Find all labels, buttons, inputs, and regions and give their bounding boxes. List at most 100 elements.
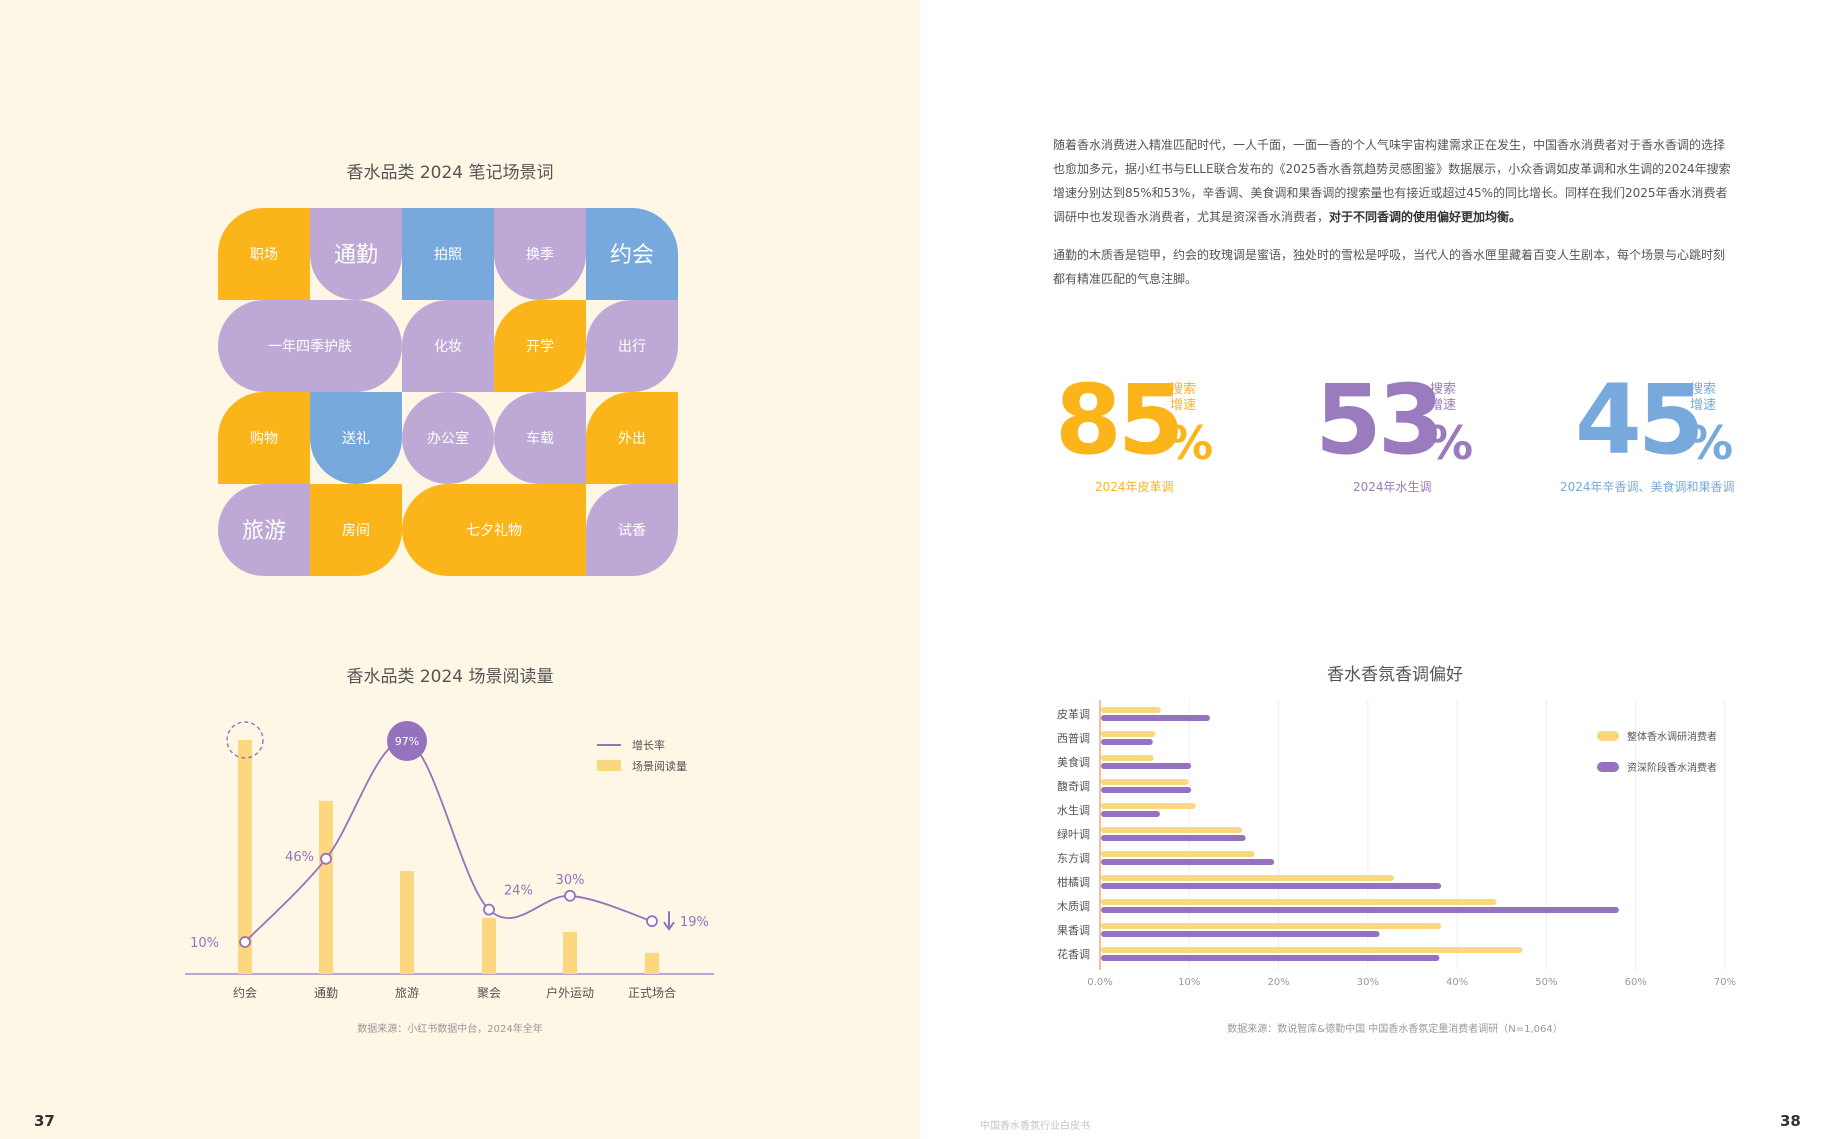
- stat-desc: 2024年辛香调、美食调和果香调: [1560, 480, 1735, 494]
- x-tick-label: 30%: [1357, 977, 1379, 988]
- legend-label: 场景阅读量: [632, 759, 687, 773]
- senior-bar: [1101, 955, 1440, 961]
- x-tick-label: 0.0%: [1087, 977, 1112, 988]
- read-bar: [645, 952, 659, 974]
- senior-bar: [1101, 835, 1246, 841]
- x-tick-label: 约会: [233, 985, 257, 1000]
- pref-chart-source: 数据来源：数说智库&德勤中国 中国香水香氛定量消费者调研（N=1,064）: [1227, 1024, 1563, 1035]
- tile: [402, 300, 494, 392]
- tile: [218, 484, 310, 576]
- overall-bar: [1101, 923, 1442, 929]
- tile-label: 拍照: [434, 247, 462, 263]
- tile: [494, 300, 586, 392]
- senior-bar: [1101, 739, 1153, 745]
- senior-bar: [1101, 787, 1192, 793]
- tile-label: 约会: [610, 243, 654, 268]
- tile: [494, 392, 586, 484]
- stat-label: 增速: [1690, 398, 1717, 413]
- tile-label: 化妆: [434, 339, 462, 355]
- tile-label: 开学: [526, 339, 554, 355]
- stat-label: 搜索: [1430, 382, 1457, 397]
- y-tick-label: 西普调: [1057, 731, 1090, 745]
- intro-text: 随着香水消费进入精准匹配时代，一人千面，一面一香的个人气味宇宙构建需求正在发生，…: [1053, 138, 1731, 224]
- tile-label: 车载: [526, 430, 554, 447]
- tile-label: 办公室: [427, 430, 469, 447]
- tile: [494, 208, 586, 300]
- growth-point: [564, 889, 576, 902]
- tile-label: 房间: [342, 523, 370, 539]
- stat-label: 增速: [1170, 398, 1197, 413]
- footer-title: 中国香水香氛行业白皮书: [980, 1121, 1090, 1132]
- tile: [218, 300, 402, 392]
- growth-label: 46%: [285, 850, 314, 865]
- senior-bar: [1101, 715, 1210, 721]
- growth-label: 10%: [190, 936, 219, 951]
- legend-swatch-overall: [1597, 731, 1619, 741]
- stat-label: 增速: [1430, 398, 1457, 413]
- x-tick-label: 20%: [1267, 977, 1289, 988]
- tile-label: 外出: [618, 431, 646, 447]
- tile-label: 旅游: [242, 519, 286, 544]
- reads-chart: 约会 通勤 旅游 聚会 户外运动 正式场合 10% 46% 97% 24% 30% 19% 增长率场景阅…: [185, 721, 714, 1000]
- overall-bar: [1101, 755, 1154, 761]
- y-tick-label: 花香调: [1057, 948, 1090, 961]
- y-tick-label: 美食调: [1057, 755, 1090, 769]
- overall-bar: [1101, 803, 1196, 809]
- stat-percent: %: [1687, 416, 1734, 470]
- page-number-right: 38: [1780, 1112, 1801, 1130]
- tile-label: 通勤: [334, 243, 378, 268]
- senior-bar: [1101, 931, 1380, 937]
- reads-chart-source: 数据来源：小红书数据中台，2024年全年: [357, 1024, 543, 1035]
- growth-peak-marker: [387, 721, 427, 761]
- read-bar: [482, 917, 496, 974]
- stat-percent: %: [1167, 416, 1214, 470]
- growth-point: [320, 852, 332, 865]
- intro-emphasis: 对于不同香调的使用偏好更加均衡。: [1329, 210, 1522, 224]
- stat-label: 搜索: [1170, 382, 1197, 397]
- x-tick-label: 50%: [1535, 977, 1557, 988]
- tile: [218, 392, 310, 484]
- reads-chart-title: 香水品类 2024 场景阅读量: [346, 667, 554, 687]
- read-bar: [400, 871, 414, 974]
- tile-label: 送礼: [342, 431, 370, 447]
- x-tick-label: 70%: [1714, 977, 1736, 988]
- growth-label: 19%: [680, 915, 709, 930]
- legend-swatch-senior: [1597, 762, 1619, 772]
- y-tick-label: 馥奇调: [1057, 779, 1090, 793]
- tile-label: 一年四季护肤: [268, 339, 352, 355]
- y-tick-label: 皮革调: [1057, 707, 1090, 721]
- tile: [402, 208, 494, 300]
- x-tick-label: 聚会: [477, 986, 501, 1000]
- stat-leather: 85 % 搜索 增速 2024年皮革调: [1055, 370, 1295, 500]
- y-tick-label: 东方调: [1057, 851, 1090, 865]
- tile: [402, 484, 586, 576]
- stat-percent: %: [1427, 416, 1474, 470]
- overall-bar: [1101, 875, 1394, 881]
- tile-label: 换季: [526, 246, 554, 263]
- y-tick-label: 果香调: [1057, 924, 1090, 937]
- stat-spicy: 45 % 搜索 增速 2024年辛香调、美食调和果香调: [1560, 364, 1815, 500]
- x-tick-label: 60%: [1625, 977, 1647, 988]
- stat-value: 45: [1575, 364, 1705, 476]
- read-bar: [319, 800, 333, 974]
- tile: [586, 300, 678, 392]
- tile-label: 购物: [250, 431, 278, 447]
- x-tick-label: 40%: [1446, 977, 1468, 988]
- legend-label: 整体香水调研消费者: [1627, 730, 1717, 743]
- stat-label: 搜索: [1690, 382, 1717, 397]
- x-tick-label: 旅游: [395, 986, 419, 1000]
- legend-label: 资深阶段香水消费者: [1627, 761, 1717, 774]
- tile: [586, 392, 678, 484]
- legend-label: 增长率: [632, 738, 665, 752]
- read-bar: [238, 740, 252, 974]
- legend-bar-swatch: [597, 760, 621, 771]
- overall-bar: [1101, 707, 1161, 713]
- y-tick-label: 木质调: [1057, 900, 1090, 913]
- growth-label: 24%: [504, 884, 533, 899]
- overall-bar: [1101, 827, 1243, 833]
- pref-chart-title: 香水香氛香调偏好: [1327, 665, 1463, 685]
- senior-bar: [1101, 859, 1275, 865]
- tile: [586, 484, 678, 576]
